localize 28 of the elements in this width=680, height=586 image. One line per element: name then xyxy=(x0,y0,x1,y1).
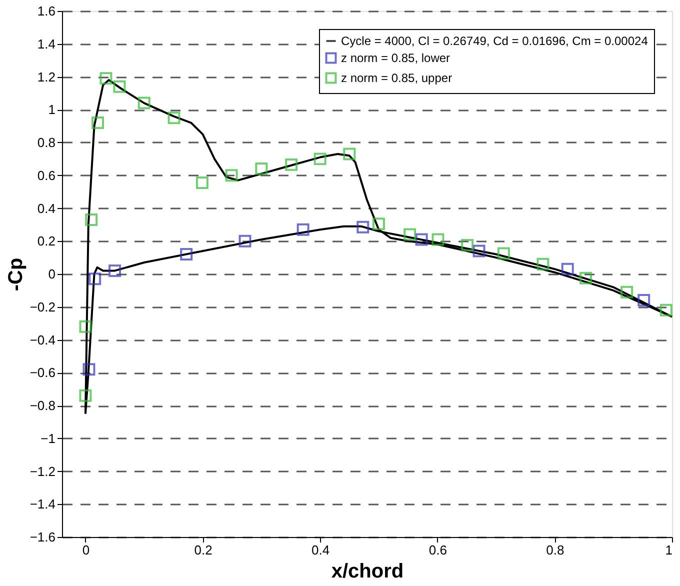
y-tick-label: 0.8 xyxy=(37,135,56,150)
x-tick-label: 0.8 xyxy=(546,542,564,558)
y-tick-label: 0.4 xyxy=(37,200,56,216)
x-tick-label: 0 xyxy=(82,542,90,558)
y-tick-label: −1 xyxy=(40,430,56,446)
y-tick-label: −0.8 xyxy=(30,398,56,413)
x-tick-label: 0.4 xyxy=(312,542,330,558)
y-tick-label: −0.2 xyxy=(30,299,56,314)
y-tick-label: 0 xyxy=(48,266,56,282)
x-tick-label: 1 xyxy=(665,542,672,558)
x-axis-title: x/chord xyxy=(331,560,404,582)
y-tick-label: 1 xyxy=(48,102,56,118)
legend-label: z norm = 0.85, upper xyxy=(341,71,452,85)
y-tick-label: 0.2 xyxy=(37,234,56,249)
y-tick-label: 1.2 xyxy=(37,69,56,84)
y-tick-label: −1.6 xyxy=(30,530,56,544)
y-tick-label: −1.4 xyxy=(30,496,56,512)
y-tick-label: −1.2 xyxy=(30,464,56,479)
y-axis-title: -Cp xyxy=(4,258,27,292)
x-tick-label: 0.2 xyxy=(194,542,212,558)
y-tick-label: −0.4 xyxy=(30,332,56,348)
legend-label: z norm = 0.85, lower xyxy=(341,51,450,65)
legend-label: Cycle = 4000, Cl = 0.26749, Cd = 0.01696, Cm = 0.00024 xyxy=(341,34,648,48)
x-tick-label: 0.6 xyxy=(428,542,447,558)
y-tick-label: −0.6 xyxy=(30,365,56,380)
y-tick-label: 1.4 xyxy=(37,36,56,52)
y-tick-label: 0.6 xyxy=(37,168,56,183)
y-tick-label: 1.6 xyxy=(37,4,56,18)
